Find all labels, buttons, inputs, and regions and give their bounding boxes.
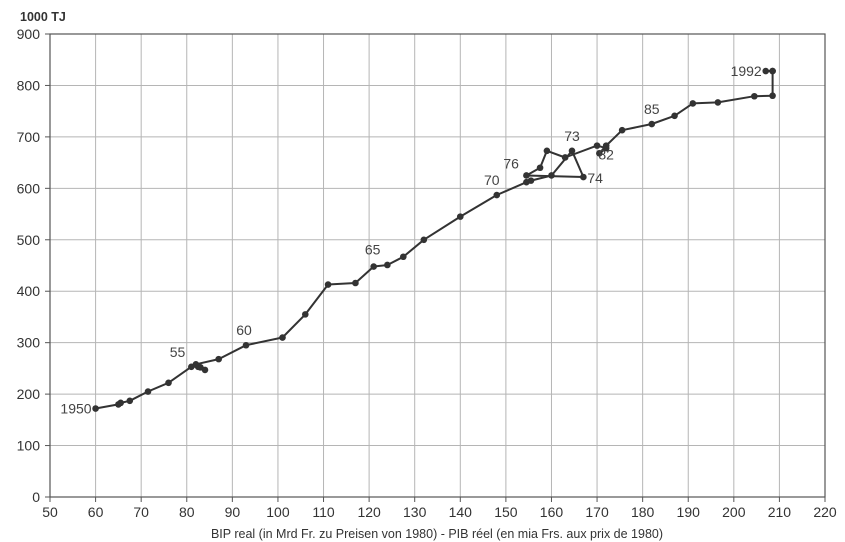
data-point	[714, 99, 722, 106]
point-annotation: 82	[598, 146, 614, 162]
x-tick-label: 70	[133, 504, 149, 520]
data-point	[689, 100, 697, 107]
point-annotation: 65	[365, 242, 381, 258]
y-tick-label: 600	[17, 180, 41, 196]
point-annotation: 70	[484, 172, 500, 188]
data-point	[420, 236, 428, 244]
x-tick-label: 150	[494, 504, 518, 520]
x-tick-label: 80	[179, 504, 195, 520]
data-point	[144, 388, 152, 395]
y-tick-label: 700	[17, 129, 41, 145]
data-point	[165, 379, 172, 387]
x-tick-label: 160	[540, 504, 564, 520]
point-annotation: 1992	[731, 63, 762, 79]
point-annotation: 55	[170, 344, 186, 360]
y-tick-label: 200	[17, 386, 41, 402]
x-axis-label: BIP real (in Mrd Fr. zu Preisen von 1980…	[211, 527, 663, 541]
data-point	[215, 355, 222, 363]
data-point	[279, 334, 286, 341]
data-point	[536, 164, 544, 172]
data-point	[201, 366, 209, 374]
data-point	[618, 126, 626, 134]
x-tick-label: 180	[631, 504, 655, 520]
y-axis-label: 1000 TJ	[20, 10, 66, 24]
data-point	[117, 399, 124, 407]
y-tick-label: 900	[17, 26, 41, 42]
point-annotation: 76	[503, 156, 519, 172]
data-point	[548, 172, 555, 179]
data-point	[580, 173, 587, 181]
data-point	[370, 263, 377, 270]
y-tick-label: 500	[17, 232, 41, 248]
y-tick-label: 300	[17, 335, 41, 351]
series	[92, 67, 776, 412]
data-point	[242, 341, 250, 349]
plot-frame	[49, 33, 826, 498]
x-tick-label: 220	[813, 504, 837, 520]
x-tick-label: 110	[312, 504, 335, 520]
x-tick-label: 210	[768, 504, 792, 520]
y-axis-ticks: 0 100 200 300 400 500 600 700 800 900	[17, 26, 50, 505]
data-point	[523, 172, 530, 179]
x-tick-label: 130	[403, 504, 427, 520]
x-tick-label: 190	[677, 504, 701, 520]
x-tick-label: 140	[449, 504, 473, 520]
data-point	[92, 405, 99, 412]
y-tick-label: 800	[17, 77, 41, 93]
data-point	[769, 92, 776, 100]
x-tick-label: 200	[722, 504, 746, 520]
data-point	[400, 253, 407, 261]
data-point	[493, 191, 501, 199]
data-point	[352, 279, 359, 287]
x-tick-label: 60	[88, 504, 104, 520]
x-tick-label: 120	[357, 504, 381, 520]
x-tick-label: 170	[585, 504, 609, 520]
data-point	[527, 177, 535, 184]
data-point	[762, 67, 770, 75]
data-point	[596, 150, 603, 157]
point-annotation: 85	[644, 101, 660, 117]
data-point	[561, 154, 569, 161]
data-point	[543, 147, 551, 155]
data-point	[602, 142, 610, 149]
data-point	[192, 360, 200, 368]
data-point	[568, 147, 576, 155]
y-tick-label: 400	[17, 283, 41, 299]
point-annotation: 73	[564, 128, 580, 144]
x-tick-label: 50	[42, 504, 58, 520]
x-tick-label: 90	[225, 504, 241, 520]
data-point	[751, 92, 758, 100]
data-point	[456, 213, 464, 220]
data-point	[593, 142, 601, 149]
data-point	[648, 120, 656, 128]
y-tick-label: 0	[32, 489, 40, 505]
point-annotation: 1950	[60, 401, 91, 417]
data-point	[126, 397, 134, 405]
x-tick-label: 100	[266, 504, 290, 520]
point-annotation: 74	[587, 170, 603, 186]
data-point	[671, 112, 678, 120]
data-point	[384, 261, 391, 269]
y-tick-label: 100	[17, 438, 41, 454]
x-axis-ticks: 50 60 70 80 90 100 110 120 130 140 150 160 170 180 190…	[42, 497, 837, 520]
point-annotation: 60	[236, 322, 252, 338]
data-point	[301, 311, 309, 318]
data-point	[769, 67, 776, 75]
data-point	[324, 281, 332, 288]
